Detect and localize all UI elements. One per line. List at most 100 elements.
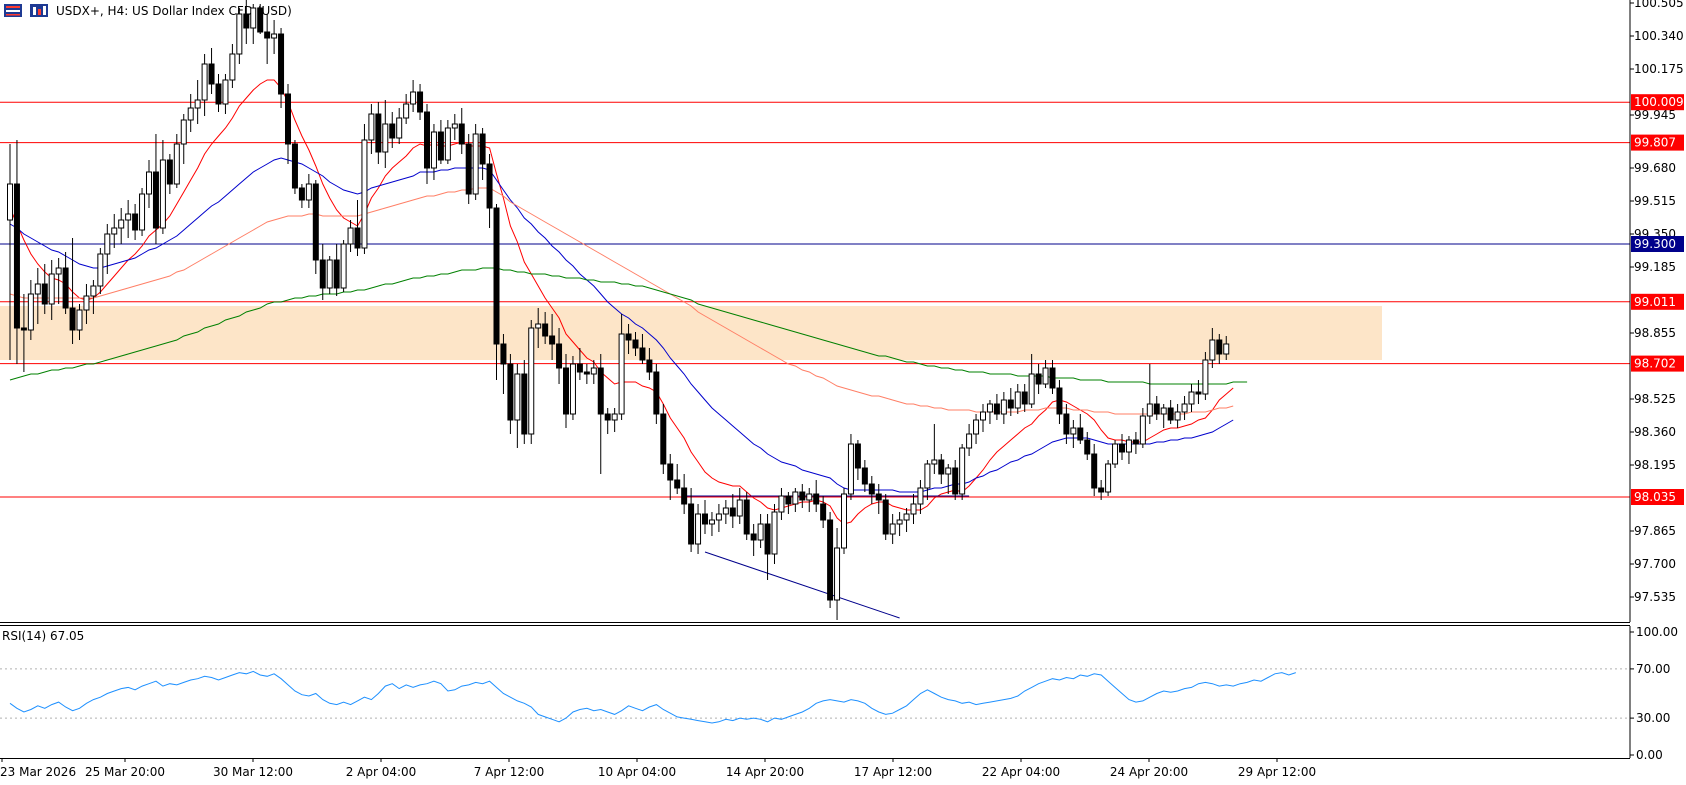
time-tick-label: 14 Apr 20:00 bbox=[726, 765, 804, 779]
candle bbox=[13, 140, 20, 364]
candle bbox=[1084, 432, 1091, 460]
candle bbox=[215, 74, 222, 112]
moving-average-line[interactable] bbox=[9, 187, 1234, 415]
price-tick-label: 97.865 bbox=[1634, 524, 1676, 538]
candle bbox=[653, 364, 660, 424]
candle bbox=[479, 128, 486, 180]
candle bbox=[764, 514, 771, 580]
candle bbox=[576, 348, 583, 380]
candle bbox=[69, 238, 76, 344]
candle bbox=[583, 364, 590, 384]
candle bbox=[841, 488, 847, 554]
candle bbox=[938, 454, 945, 484]
candle bbox=[166, 154, 173, 194]
time-tick-label: 10 Apr 04:00 bbox=[598, 765, 676, 779]
candle bbox=[563, 354, 569, 428]
candle bbox=[312, 180, 319, 274]
candle bbox=[417, 84, 424, 120]
candle bbox=[187, 94, 194, 132]
candle bbox=[993, 394, 1000, 420]
candle bbox=[674, 464, 681, 494]
candle bbox=[1160, 404, 1167, 428]
candles bbox=[7, 0, 1230, 620]
candle bbox=[396, 108, 403, 144]
candle bbox=[625, 324, 632, 354]
candle bbox=[222, 74, 229, 114]
trendline[interactable] bbox=[704, 551, 900, 619]
candle bbox=[437, 120, 444, 164]
candle bbox=[41, 264, 48, 314]
candle bbox=[820, 496, 827, 528]
candle bbox=[243, 0, 250, 44]
rsi-tick-label: 70.00 bbox=[1636, 662, 1670, 676]
candle bbox=[104, 224, 111, 274]
candle bbox=[34, 268, 41, 324]
candle bbox=[20, 294, 27, 372]
candle bbox=[1077, 414, 1084, 444]
candle bbox=[298, 184, 305, 208]
candle bbox=[757, 514, 764, 548]
time-tick-label: 22 Apr 04:00 bbox=[982, 765, 1060, 779]
time-tick-label: 25 Mar 20:00 bbox=[85, 765, 165, 779]
candle bbox=[76, 304, 83, 340]
candle bbox=[111, 214, 118, 248]
candle bbox=[896, 512, 903, 536]
candle bbox=[952, 460, 959, 500]
candle bbox=[1132, 432, 1139, 454]
candle bbox=[611, 408, 618, 432]
time-tick-label: 7 Apr 12:00 bbox=[474, 765, 545, 779]
candle bbox=[159, 140, 166, 234]
candle bbox=[90, 280, 97, 314]
candle bbox=[285, 84, 291, 164]
candle bbox=[708, 512, 715, 536]
price-tick-label: 98.525 bbox=[1634, 392, 1676, 406]
candle bbox=[340, 240, 347, 292]
candle bbox=[750, 524, 757, 556]
candle bbox=[597, 354, 604, 474]
candle bbox=[48, 260, 55, 320]
chart-type-icon[interactable] bbox=[30, 4, 48, 17]
candle bbox=[743, 492, 750, 540]
candle bbox=[180, 114, 187, 164]
candle bbox=[632, 332, 639, 356]
candle bbox=[549, 314, 556, 360]
candle bbox=[1153, 396, 1160, 420]
candle bbox=[1139, 408, 1146, 448]
menu-icon[interactable] bbox=[4, 4, 22, 17]
candle bbox=[500, 334, 507, 394]
level-price-tag: 99.011 bbox=[1631, 293, 1684, 310]
level-price-labels: 100.009 99.807 99.300 99.011 98.702 98.035 bbox=[1631, 94, 1684, 505]
candle bbox=[1042, 360, 1049, 388]
level-price-text: 98.702 bbox=[1634, 357, 1676, 371]
candle bbox=[1223, 336, 1230, 360]
price-tick-label: 98.195 bbox=[1634, 458, 1676, 472]
candle bbox=[430, 124, 437, 180]
candle bbox=[410, 80, 417, 112]
candle bbox=[382, 100, 389, 168]
candle bbox=[278, 28, 285, 108]
level-price-tag: 100.009 bbox=[1631, 94, 1684, 111]
candle bbox=[403, 94, 410, 124]
candle bbox=[604, 408, 611, 434]
price-tick-label: 99.515 bbox=[1634, 194, 1676, 208]
candle bbox=[1021, 384, 1028, 412]
level-price-tag: 99.807 bbox=[1631, 134, 1684, 151]
candle bbox=[208, 48, 215, 94]
candle bbox=[521, 360, 528, 444]
level-price-tag: 98.702 bbox=[1631, 355, 1684, 372]
candle bbox=[514, 364, 521, 448]
candle bbox=[375, 102, 382, 164]
candle bbox=[118, 208, 125, 244]
candle bbox=[465, 134, 472, 204]
candle bbox=[1049, 360, 1056, 394]
supply-zone-rect bbox=[0, 306, 1382, 360]
candle bbox=[444, 120, 451, 164]
candle bbox=[257, 4, 264, 34]
candle bbox=[1063, 404, 1070, 444]
candle bbox=[973, 414, 980, 444]
price-tick-label: 100.505 bbox=[1634, 0, 1684, 10]
price-tick-label: 97.700 bbox=[1634, 557, 1676, 571]
